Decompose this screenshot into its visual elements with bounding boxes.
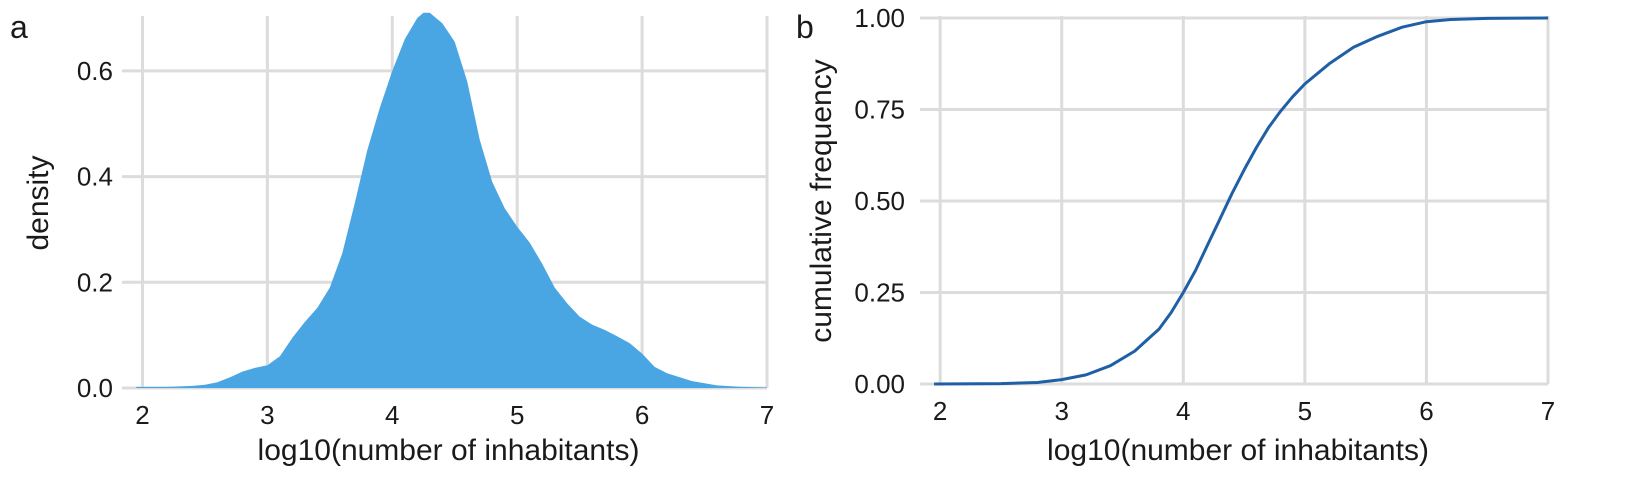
panel-b-ytick-label-0: 0.00 (854, 369, 905, 399)
panel-b-ytick-label-3: 0.75 (854, 95, 905, 125)
panel-b-ytick-label-1: 0.25 (854, 278, 905, 308)
panel-a-ytick-label-3: 0.6 (77, 56, 113, 86)
panel-a-density-area (136, 12, 767, 388)
panel-b-xtick-label-1: 3 (1054, 396, 1068, 426)
panel-a-xtick-label-1: 3 (260, 400, 274, 430)
panel-a-xtick-label-5: 7 (760, 400, 774, 430)
panel-b-x-axis-title: log10(number of inhabitants) (1047, 434, 1429, 467)
panel-a-xtick-label-2: 4 (385, 400, 399, 430)
panel-a-xtick-label-4: 6 (635, 400, 649, 430)
panel-a-ytick-label-2: 0.4 (77, 162, 113, 192)
panel-b-tag: b (796, 9, 814, 45)
panel-b-xtick-label-2: 4 (1176, 396, 1190, 426)
panel-b-xtick-label-5: 7 (1541, 396, 1555, 426)
panel-b-xtick-label-3: 5 (1298, 396, 1312, 426)
panel-a-x-axis-title: log10(number of inhabitants) (258, 434, 640, 467)
panel-b-ytick-label-2: 0.50 (854, 186, 905, 216)
panel-b-y-axis-title: cumulative frequency (805, 59, 838, 342)
panel-a-ytick-label-0: 0.0 (77, 373, 113, 403)
panel-a-xtick-label-0: 2 (135, 400, 149, 430)
panel-a-ytick-label-1: 0.2 (77, 267, 113, 297)
panel-a-xtick-label-3: 5 (510, 400, 524, 430)
panel-b-xtick-label-4: 6 (1419, 396, 1433, 426)
panel-b-cdf-line (934, 16, 1549, 386)
panel-b-xtick-label-0: 2 (933, 396, 947, 426)
panel-a-tag: a (10, 9, 28, 45)
panel-b-ytick-label-4: 1.00 (854, 3, 905, 33)
panel-a-y-axis-title: density (22, 155, 55, 250)
